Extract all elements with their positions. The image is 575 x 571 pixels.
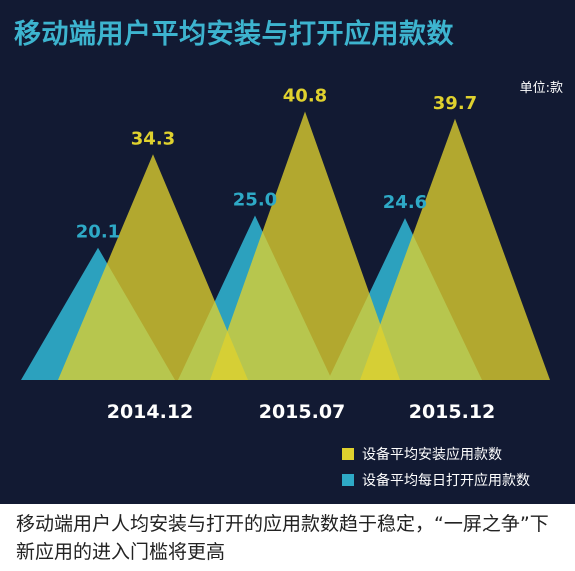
category-label-1: 2015.07 xyxy=(259,401,346,423)
install-value-label-2: 39.7 xyxy=(433,93,477,114)
category-label-2: 2015.12 xyxy=(409,401,496,423)
category-labels: 2014.12 2015.07 2015.12 xyxy=(107,401,496,423)
data-labels: 20.1 25.0 24.6 34.3 40.8 39.7 xyxy=(76,86,477,243)
legend: 设备平均安装应用款数 设备平均每日打开应用款数 xyxy=(342,441,530,493)
legend-swatch-open xyxy=(342,474,354,486)
series-install-triangles xyxy=(58,111,550,381)
open-value-label-1: 25.0 xyxy=(233,190,277,211)
legend-label-open: 设备平均每日打开应用款数 xyxy=(362,473,530,489)
install-value-label-1: 40.8 xyxy=(283,86,327,107)
legend-label-install: 设备平均安装应用款数 xyxy=(362,447,502,463)
open-value-label-2: 24.6 xyxy=(383,192,427,213)
install-triangle-0 xyxy=(58,154,248,380)
install-value-label-0: 34.3 xyxy=(131,128,175,149)
legend-item-open: 设备平均每日打开应用款数 xyxy=(342,467,530,493)
unit-label: 单位:款 xyxy=(519,81,563,96)
open-value-label-0: 20.1 xyxy=(76,222,120,243)
chart-plot: 20.125.0 24.634.340.8 39.7 2014.12 2015.07 2… xyxy=(21,86,550,423)
legend-swatch-install xyxy=(342,448,354,460)
legend-item-install: 设备平均安装应用款数 xyxy=(342,441,530,467)
install-triangle-2 xyxy=(360,118,550,381)
chart-title: 移动端用户平均安装与打开应用款数 xyxy=(14,19,454,50)
category-label-0: 2014.12 xyxy=(107,401,194,423)
footer-caption: 移动端用户人均安装与打开的应用款数趋于稳定，“一屏之争”下新应用的进入门槛将更高 xyxy=(0,504,575,571)
install-triangle-1 xyxy=(210,111,400,380)
